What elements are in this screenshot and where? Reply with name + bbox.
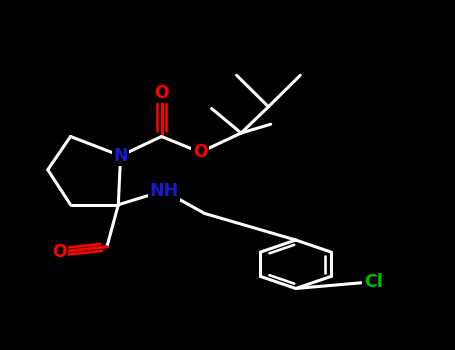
- Text: NH: NH: [149, 182, 178, 200]
- Text: O: O: [193, 143, 207, 161]
- Text: O: O: [154, 84, 169, 102]
- Text: O: O: [52, 243, 66, 261]
- Text: Cl: Cl: [364, 273, 383, 291]
- Text: N: N: [113, 147, 128, 165]
